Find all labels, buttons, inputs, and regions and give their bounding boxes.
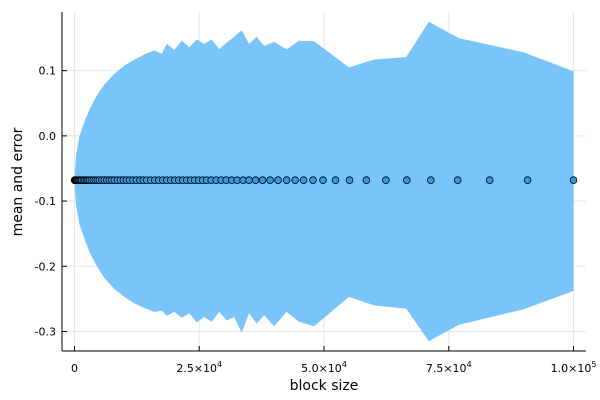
- data-point-73: [382, 176, 390, 185]
- data-point-79: [569, 176, 578, 185]
- x-tick-label-2: 5.0×104: [301, 360, 347, 375]
- data-point-69: [319, 176, 327, 185]
- y-tick-label-3: -0.2: [35, 260, 56, 273]
- data-point-68: [309, 176, 317, 185]
- data-point-61: [251, 176, 260, 185]
- x-tick-label-1: 2.5×104: [176, 360, 222, 375]
- data-point-65: [282, 176, 291, 185]
- axes: [61, 12, 586, 352]
- tick-labels: 0 2.5×104 5.0×104 7.5×104 1.0×105 0.1 0.0 -0.1 -…: [35, 65, 597, 375]
- data-point-64: [274, 176, 282, 185]
- y-axis-title: mean and error: [10, 127, 26, 236]
- y-tick-label-1: 0.0: [39, 130, 57, 143]
- data-point-71: [345, 176, 354, 185]
- data-point-74: [402, 176, 411, 185]
- y-tick-label-2: -0.1: [35, 195, 56, 208]
- data-point-66: [291, 176, 299, 185]
- x-axis-title: block size: [290, 378, 359, 394]
- data-point-67: [299, 176, 308, 185]
- data-point-62: [258, 176, 267, 185]
- data-point-72: [362, 176, 371, 185]
- y-tick-label-4: -0.3: [35, 325, 56, 338]
- data-point-60: [245, 176, 253, 185]
- data-point-63: [266, 176, 274, 185]
- data-point-77: [485, 176, 494, 185]
- y-tick-label-0: 0.1: [39, 65, 57, 78]
- data-point-70: [331, 176, 340, 185]
- data-points: [70, 176, 578, 185]
- x-tick-label-4: 1.0×105: [551, 360, 597, 375]
- x-tick-label-0: 0: [71, 362, 78, 375]
- data-point-75: [426, 176, 435, 185]
- data-point-76: [453, 176, 462, 185]
- x-tick-label-3: 7.5×104: [426, 360, 472, 375]
- data-point-78: [523, 176, 532, 185]
